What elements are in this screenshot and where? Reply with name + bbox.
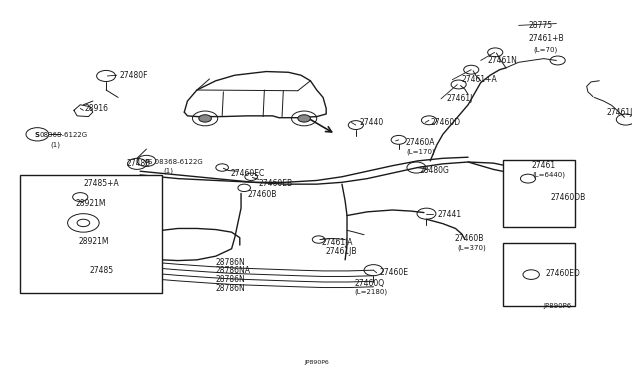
- Text: 27461N: 27461N: [487, 56, 517, 65]
- Text: 28775: 28775: [528, 21, 552, 30]
- Text: 28916: 28916: [84, 104, 109, 113]
- Text: 27460EB: 27460EB: [259, 179, 293, 187]
- Text: JP890P6: JP890P6: [544, 303, 572, 309]
- Text: S 08368-6122G: S 08368-6122G: [148, 159, 202, 165]
- Text: 28786N: 28786N: [216, 284, 246, 293]
- Text: 27480F: 27480F: [120, 71, 148, 80]
- Text: 27461+A: 27461+A: [462, 75, 497, 84]
- Text: (L=170): (L=170): [406, 149, 435, 155]
- Text: 27460A: 27460A: [405, 138, 435, 147]
- Text: (L=70): (L=70): [533, 47, 557, 53]
- Text: (L=2180): (L=2180): [355, 289, 388, 295]
- Text: S: S: [35, 132, 40, 138]
- Text: (1): (1): [163, 168, 173, 174]
- Text: 27480: 27480: [126, 159, 150, 169]
- Text: 28786NA: 28786NA: [216, 266, 251, 275]
- Text: 27460DB: 27460DB: [550, 193, 586, 202]
- Text: 27461+B: 27461+B: [528, 34, 564, 43]
- Text: (L=370): (L=370): [458, 244, 486, 251]
- Text: 28921M: 28921M: [78, 237, 109, 246]
- Text: 27461JA: 27461JA: [322, 238, 353, 247]
- Text: 27461: 27461: [531, 161, 556, 170]
- Text: JP890P6: JP890P6: [305, 360, 329, 365]
- Text: 08368-6122G: 08368-6122G: [39, 132, 87, 138]
- Text: 27460D: 27460D: [430, 118, 460, 127]
- Text: S: S: [144, 159, 148, 164]
- Text: 27460E: 27460E: [380, 268, 409, 277]
- Text: 28786N: 28786N: [216, 275, 246, 284]
- Text: 28921M: 28921M: [75, 199, 106, 208]
- Text: 27485+A: 27485+A: [83, 179, 119, 187]
- Text: 27460B: 27460B: [247, 190, 276, 199]
- Text: 27460Q: 27460Q: [355, 279, 385, 288]
- Text: 27441: 27441: [438, 210, 462, 219]
- Text: 27460B: 27460B: [454, 234, 484, 243]
- Text: 28480G: 28480G: [420, 166, 449, 174]
- Text: 27440: 27440: [360, 118, 384, 127]
- Circle shape: [298, 115, 310, 122]
- Text: 27461J: 27461J: [446, 94, 472, 103]
- Text: 27460EC: 27460EC: [230, 169, 264, 178]
- Bar: [20, 175, 162, 293]
- Text: 27461J: 27461J: [607, 108, 633, 117]
- Bar: [503, 243, 575, 306]
- Text: 27485: 27485: [90, 266, 114, 275]
- Text: 27461JB: 27461JB: [326, 247, 357, 256]
- Bar: [503, 160, 575, 227]
- Text: 27460ED: 27460ED: [546, 269, 580, 278]
- Circle shape: [199, 115, 211, 122]
- Text: (L=6440): (L=6440): [532, 171, 565, 178]
- Text: (1): (1): [51, 141, 61, 148]
- Text: 28786N: 28786N: [216, 258, 246, 267]
- Bar: [26, 179, 158, 290]
